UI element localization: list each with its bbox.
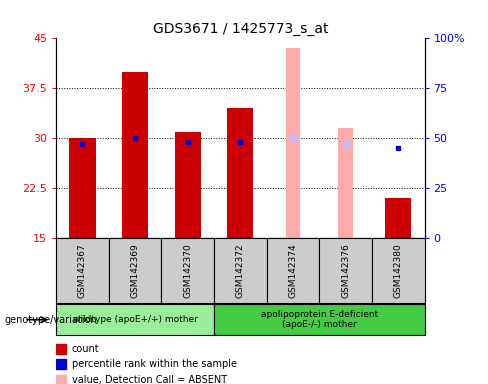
Text: wildtype (apoE+/+) mother: wildtype (apoE+/+) mother	[73, 315, 198, 324]
Text: genotype/variation: genotype/variation	[5, 314, 98, 325]
Bar	[214, 238, 266, 303]
Text: apolipoprotein E-deficient
(apoE-/-) mother: apolipoprotein E-deficient (apoE-/-) mot…	[261, 310, 378, 329]
Bar	[319, 238, 372, 303]
Bar	[175, 132, 201, 238]
Bar	[162, 238, 214, 303]
Text: percentile rank within the sample: percentile rank within the sample	[72, 359, 237, 369]
Bar	[56, 304, 214, 335]
Text: GSM142369: GSM142369	[131, 243, 140, 298]
Text: GSM142370: GSM142370	[183, 243, 192, 298]
Bar	[266, 238, 319, 303]
Text: GSM142376: GSM142376	[341, 243, 350, 298]
Text: value, Detection Call = ABSENT: value, Detection Call = ABSENT	[72, 375, 227, 384]
Bar	[338, 128, 353, 238]
Title: GDS3671 / 1425773_s_at: GDS3671 / 1425773_s_at	[153, 22, 328, 36]
Text: count: count	[72, 344, 100, 354]
Text: GSM142372: GSM142372	[236, 243, 245, 298]
Text: GSM142367: GSM142367	[78, 243, 87, 298]
Text: GSM142374: GSM142374	[288, 243, 298, 298]
Bar	[122, 72, 148, 238]
Bar	[227, 108, 253, 238]
Bar	[56, 238, 109, 303]
Bar	[109, 238, 162, 303]
Text: GSM142380: GSM142380	[394, 243, 403, 298]
Bar	[385, 198, 411, 238]
Bar	[372, 238, 425, 303]
Bar	[69, 138, 96, 238]
Bar	[286, 48, 300, 238]
Bar	[214, 304, 425, 335]
